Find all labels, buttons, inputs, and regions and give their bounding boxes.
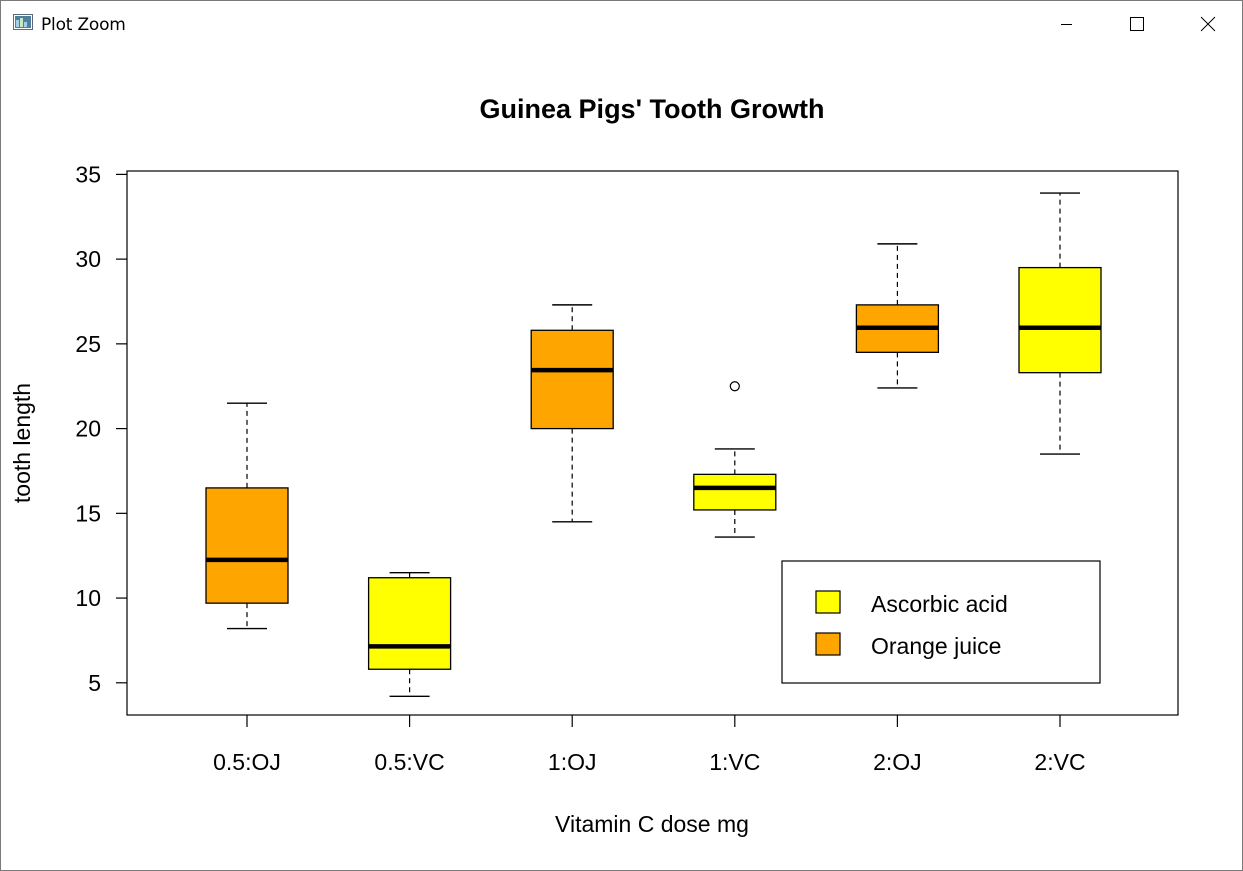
y-tick-label-10: 10 — [75, 585, 101, 611]
x-tick-label-0: 0.5:OJ — [213, 749, 281, 775]
box-2:OJ — [855, 243, 940, 389]
outlier-point — [729, 381, 740, 392]
y-tick-label-25: 25 — [75, 331, 101, 357]
y-tick-label-20: 20 — [75, 416, 101, 442]
plot-app-icon — [13, 14, 33, 30]
iqr-box — [1018, 266, 1102, 374]
y-tick-label-30: 30 — [75, 246, 101, 272]
y-axis-label: tooth length — [9, 383, 35, 503]
box-1:OJ — [530, 304, 614, 523]
legend: Ascorbic acid Orange juice — [781, 560, 1101, 684]
iqr-box — [530, 329, 614, 430]
iqr-box — [367, 577, 452, 670]
close-icon — [1200, 16, 1216, 32]
box-1:VC — [693, 381, 777, 538]
y-axis: 5 10 15 20 25 30 35 — [75, 161, 127, 696]
iqr-box — [205, 487, 289, 604]
y-tick-label-15: 15 — [75, 500, 101, 526]
x-tick-label-5: 2:VC — [1034, 749, 1085, 775]
minimize-icon — [1061, 24, 1072, 25]
title-bar[interactable]: Plot Zoom — [1, 1, 1242, 47]
x-axis-label: Vitamin C dose mg — [555, 811, 749, 837]
legend-label-orange-juice: Orange juice — [871, 633, 1001, 659]
maximize-button[interactable] — [1101, 1, 1171, 47]
box-0.5:OJ — [205, 402, 289, 630]
box-0.5:VC — [367, 571, 452, 698]
iqr-box — [693, 473, 777, 511]
box-2:VC — [1018, 192, 1102, 455]
close-button[interactable] — [1171, 1, 1241, 47]
plot-area-frame — [126, 170, 1179, 716]
minimize-button[interactable] — [1031, 1, 1101, 47]
window-title: Plot Zoom — [41, 15, 126, 35]
legend-swatch-orange-juice — [815, 632, 841, 656]
x-axis: 0.5:OJ 0.5:VC 1:OJ 1:VC 2:OJ 2:VC — [213, 715, 1086, 775]
y-tick-label-35: 35 — [75, 161, 101, 187]
x-tick-label-3: 1:VC — [709, 749, 760, 775]
legend-label-ascorbic-acid: Ascorbic acid — [871, 591, 1008, 617]
x-tick-label-4: 2:OJ — [873, 749, 922, 775]
legend-box — [781, 560, 1101, 684]
x-tick-label-1: 0.5:VC — [374, 749, 444, 775]
y-tick-label-5: 5 — [88, 670, 101, 696]
legend-swatch-ascorbic-acid — [815, 590, 841, 614]
chart-title: Guinea Pigs' Tooth Growth — [480, 94, 825, 124]
x-tick-label-2: 1:OJ — [548, 749, 597, 775]
maximize-icon — [1130, 17, 1144, 31]
boxes-group — [205, 192, 1102, 698]
